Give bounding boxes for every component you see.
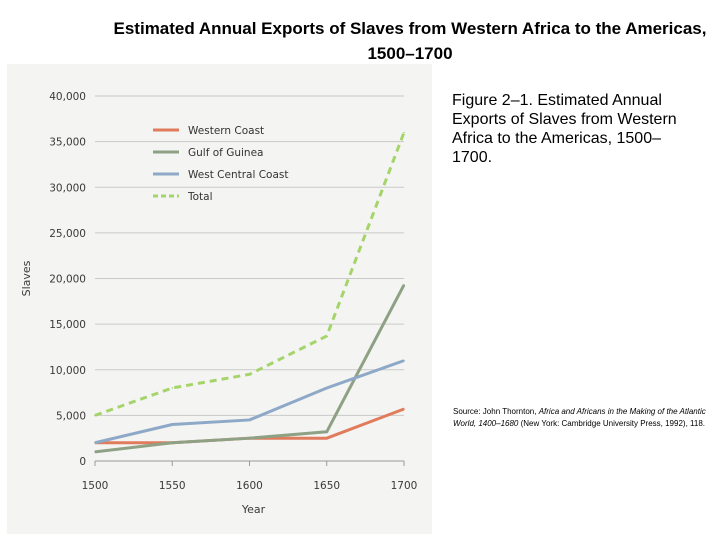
data-point [248,373,251,376]
data-point [325,431,328,433]
figure-caption: Figure 2–1. Estimated Annual Exports of … [452,92,677,166]
x-axis: 1500 1550 1600 1650 1700 [82,461,418,492]
data-point [248,419,251,421]
data-point [325,335,328,337]
grid-layer [95,95,404,462]
data-point [248,437,251,439]
y-tick-label: 5,000 [56,410,86,422]
y-tick-label: 40,000 [49,91,86,103]
data-point [94,414,96,417]
chart-panel: 0 5,000 10,000 15,000 20,000 25,000 30,000 35,0… [7,64,432,534]
y-tick-label: 0 [79,456,86,468]
data-point [171,441,174,444]
data-point [403,131,405,134]
y-axis: 0 5,000 10,000 15,000 20,000 25,000 30,000 35,0… [49,91,86,468]
legend-label: Western Coast [188,125,264,137]
legend-label: West Central Coast [188,169,289,181]
source-citation: Source: John Thornton, Africa and Africa… [453,406,715,430]
y-tick-label: 20,000 [49,274,86,286]
x-tick-label: 1700 [391,480,418,492]
y-tick-label: 10,000 [49,365,86,377]
source-book-title: Africa and Africans in the Making of the… [453,407,706,428]
data-point [171,423,174,426]
data-point [325,387,328,389]
slide-title: Estimated Annual Exports of Slaves from … [113,19,707,63]
legend: Western Coast Gulf of Guinea West Central … [153,125,289,203]
data-point [403,359,405,362]
data-point [403,408,405,410]
y-tick-label: 25,000 [49,228,86,240]
y-axis-label: Slaves [20,260,33,296]
data-point [325,437,328,439]
source-suffix: (New York: Cambridge University Press, 1… [518,419,705,428]
data-point [94,451,96,453]
x-axis-label: Year [241,503,266,516]
data-point [403,284,405,286]
x-tick-label: 1550 [159,480,186,492]
line-chart: 0 5,000 10,000 15,000 20,000 25,000 30,000 35,0… [20,91,418,516]
y-tick-label: 35,000 [49,137,86,149]
y-tick-label: 15,000 [49,319,86,331]
x-tick-label: 1600 [236,480,263,492]
x-tick-label: 1650 [313,480,340,492]
source-prefix: Source: John Thornton, [453,407,539,416]
data-point [171,387,174,389]
series-layer [94,131,406,454]
legend-label: Gulf of Guinea [188,147,263,159]
data-point [94,441,96,444]
x-tick-label: 1500 [82,480,109,492]
legend-label: Total [187,191,213,203]
y-tick-label: 30,000 [49,182,86,194]
